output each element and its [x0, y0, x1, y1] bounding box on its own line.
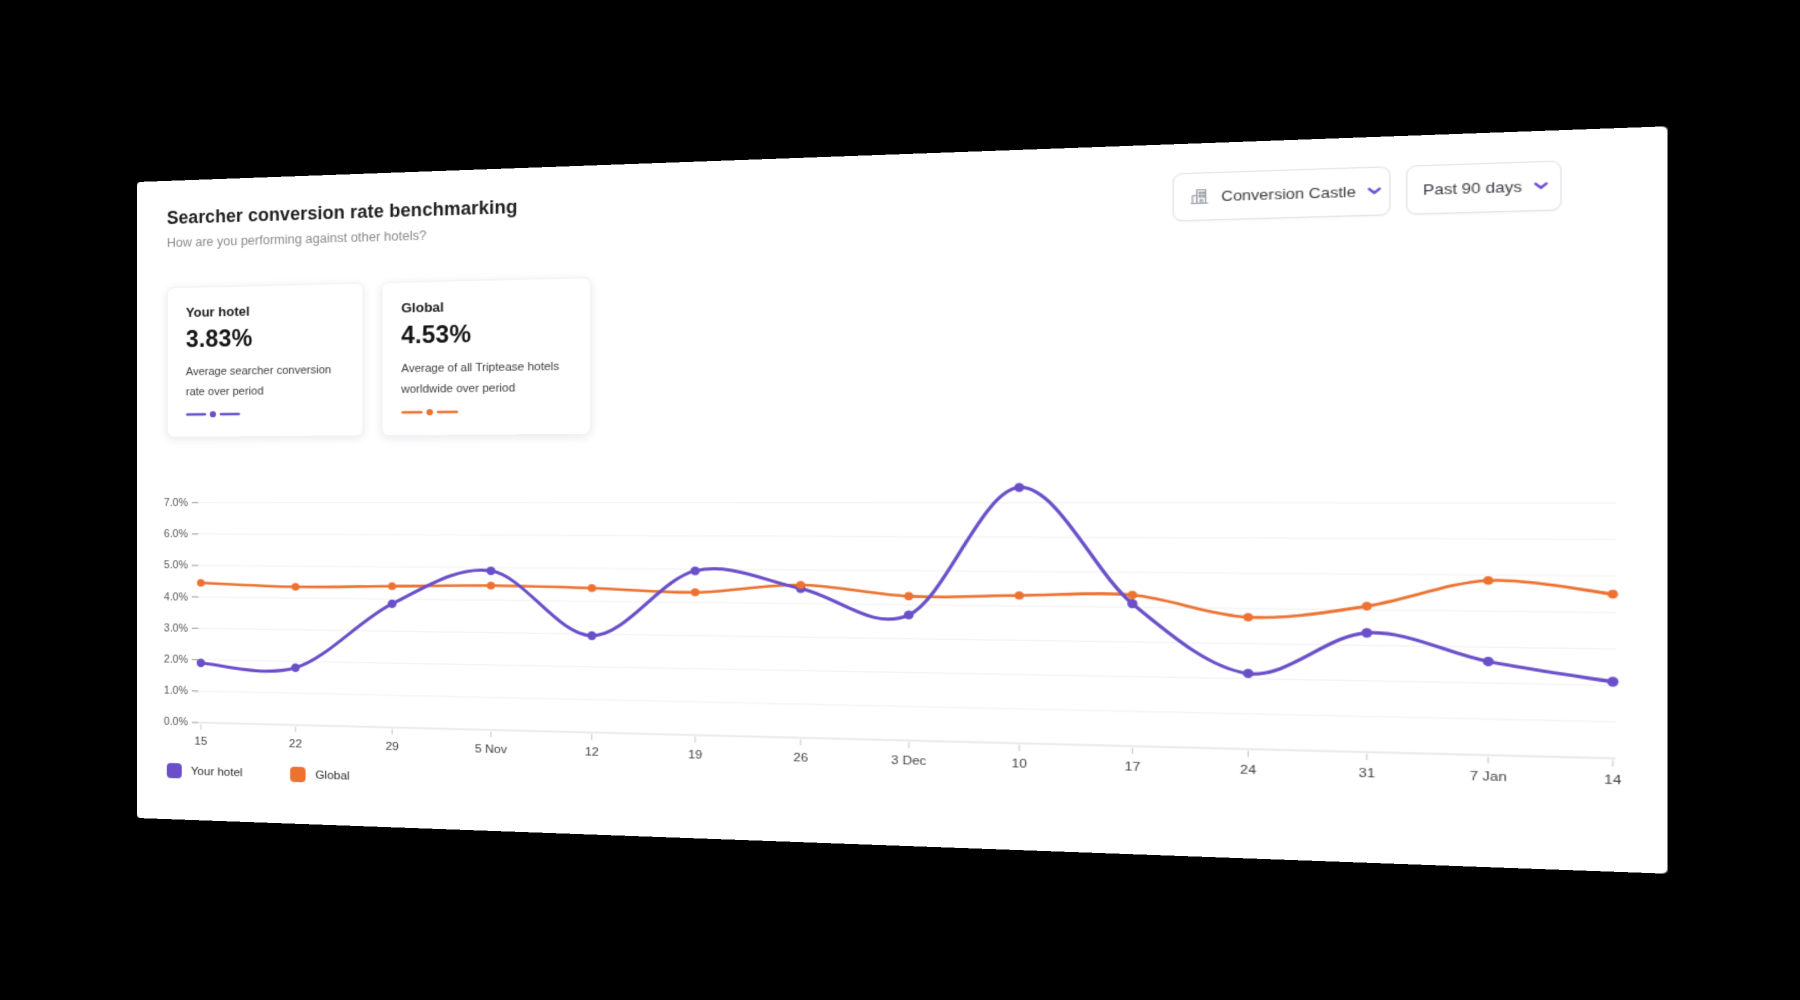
- svg-text:5.0%: 5.0%: [164, 561, 188, 572]
- svg-text:19: 19: [688, 749, 702, 762]
- conversion-chart[interactable]: 0.0% 1.0% 2.0% 3.0% 4.0% 5.0% 6.0% 7.0% 15 22 29 5 …: [137, 473, 1667, 808]
- legend-item-global: Global: [290, 766, 350, 784]
- svg-text:31: 31: [1359, 767, 1375, 781]
- date-range-dropdown[interactable]: Past 90 days: [1406, 160, 1562, 215]
- legend-label: Global: [315, 768, 350, 783]
- legend-label: Your hotel: [190, 765, 243, 779]
- your-hotel-swatch: [166, 762, 182, 779]
- card-title: Your hotel: [185, 303, 250, 321]
- svg-text:4.0%: 4.0%: [164, 592, 188, 603]
- svg-text:14: 14: [1604, 773, 1622, 788]
- dashboard-panel: Searcher conversion rate benchmarking Ho…: [137, 126, 1668, 874]
- svg-text:7.0%: 7.0%: [164, 498, 188, 509]
- svg-text:29: 29: [385, 741, 398, 754]
- card-value: 4.53%: [401, 320, 472, 349]
- svg-text:3.0%: 3.0%: [164, 623, 188, 634]
- building-icon: [1189, 187, 1210, 207]
- svg-text:2.0%: 2.0%: [164, 655, 188, 667]
- svg-text:3 Dec: 3 Dec: [891, 754, 927, 768]
- svg-text:0.0%: 0.0%: [164, 717, 188, 729]
- card-value: 3.83%: [185, 324, 253, 353]
- card-title: Global: [401, 299, 444, 316]
- hotel-selector-dropdown[interactable]: Conversion Castle: [1172, 166, 1391, 222]
- svg-text:7 Jan: 7 Jan: [1470, 770, 1507, 785]
- global-swatch: [290, 766, 306, 783]
- page-subtitle: How are you performing against other hot…: [166, 228, 427, 251]
- hotel-selector-label: Conversion Castle: [1221, 183, 1356, 205]
- svg-text:12: 12: [585, 746, 599, 759]
- svg-text:22: 22: [289, 738, 302, 751]
- date-range-label: Past 90 days: [1422, 177, 1522, 199]
- svg-text:6.0%: 6.0%: [164, 529, 188, 540]
- page-header: Searcher conversion rate benchmarking Ho…: [167, 196, 518, 250]
- svg-text:24: 24: [1240, 763, 1257, 777]
- svg-text:15: 15: [194, 735, 207, 747]
- page-title: Searcher conversion rate benchmarking: [166, 196, 518, 229]
- your-hotel-sparkline-icon: [186, 409, 240, 420]
- legend-item-your-hotel: Your hotel: [166, 762, 243, 780]
- chevron-down-icon: [1366, 186, 1383, 197]
- global-summary-card: Global 4.53% Average of all Triptease ho…: [381, 276, 592, 437]
- your-hotel-summary-card: Your hotel 3.83% Average searcher conver…: [166, 282, 364, 438]
- svg-text:26: 26: [793, 752, 808, 765]
- svg-text:17: 17: [1125, 760, 1141, 774]
- card-description: Average searcher conversion rate over pe…: [185, 364, 332, 399]
- card-description: Average of all Triptease hotels worldwid…: [401, 360, 560, 396]
- svg-text:5 Nov: 5 Nov: [475, 743, 507, 756]
- svg-text:10: 10: [1012, 757, 1027, 771]
- chevron-down-icon: [1533, 181, 1550, 192]
- svg-text:1.0%: 1.0%: [164, 686, 188, 698]
- global-sparkline-icon: [401, 407, 458, 418]
